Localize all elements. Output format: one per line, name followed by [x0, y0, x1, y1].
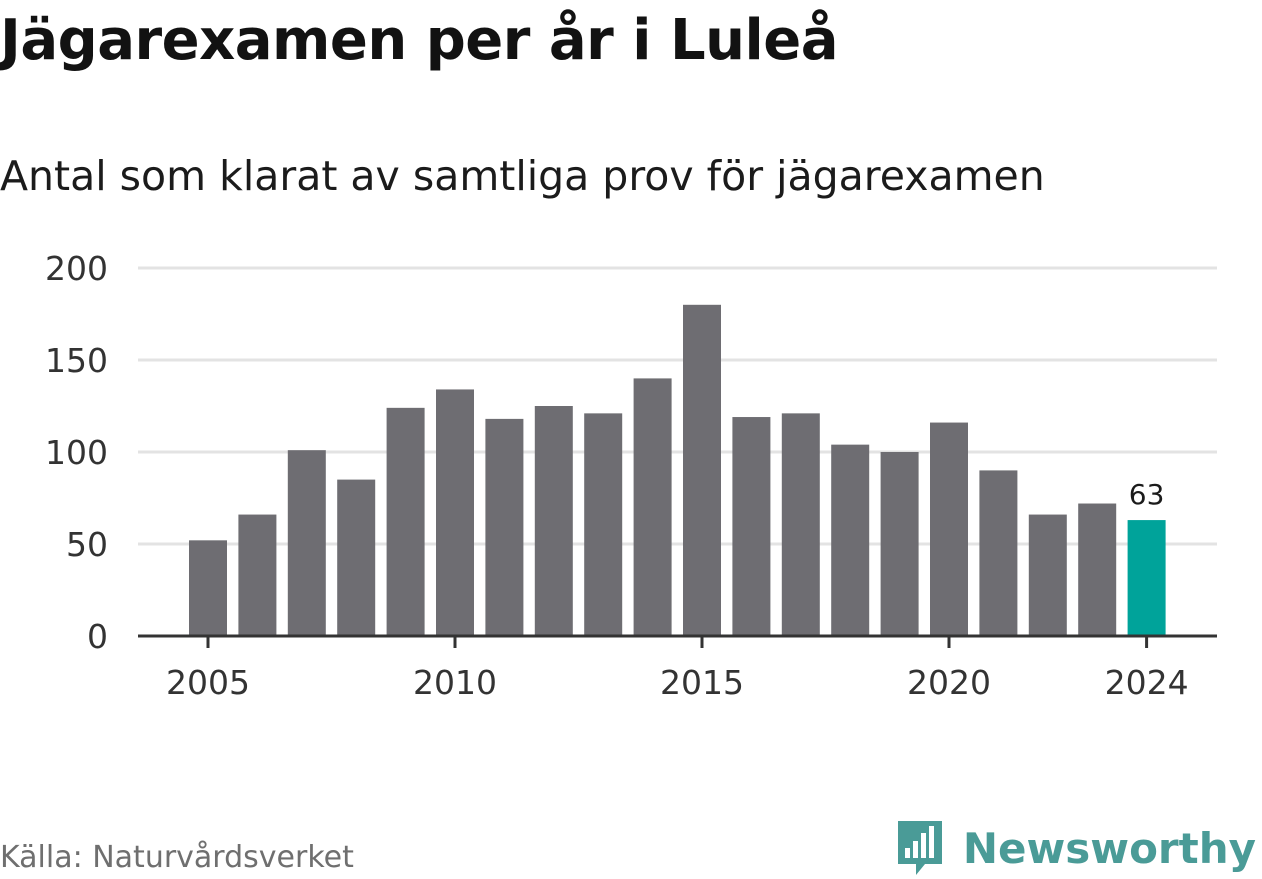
bar [1028, 514, 1067, 636]
data-labels: 63 [1129, 478, 1165, 511]
bar [732, 417, 771, 636]
x-tick-label: 2005 [166, 663, 250, 702]
x-tick-label: 2024 [1105, 663, 1189, 702]
x-tick-label: 2010 [413, 663, 497, 702]
bar-highlight [1127, 520, 1166, 636]
bar [930, 422, 968, 636]
y-tick-label: 0 [87, 617, 108, 656]
brand-name: Newsworthy [962, 823, 1256, 873]
bar [683, 304, 721, 636]
bar [584, 413, 623, 636]
x-tick-label: 2015 [660, 663, 744, 702]
chart-title: Jägarexamen per år i Luleå [0, 8, 839, 73]
bar [386, 407, 425, 636]
y-tick-label: 200 [45, 249, 108, 288]
bar [979, 470, 1018, 636]
bar [831, 444, 870, 636]
data-label: 63 [1129, 478, 1165, 511]
bar [485, 418, 524, 636]
y-tick-label: 50 [66, 525, 108, 564]
y-tick-label: 150 [45, 341, 108, 380]
bar [633, 378, 672, 636]
source-note: Källa: Naturvårdsverket [0, 840, 354, 875]
brand-logo[interactable]: Newsworthy [895, 818, 1256, 878]
x-tick-label: 2020 [907, 663, 991, 702]
bar [534, 406, 573, 636]
y-tick-label: 100 [45, 433, 108, 472]
bar [1078, 503, 1117, 636]
chart-subtitle: Antal som klarat av samtliga prov för jä… [0, 152, 1045, 200]
y-axis-ticks: 0 50 100 150 200 [45, 249, 108, 656]
bar [436, 389, 474, 636]
newsworthy-logo-icon [897, 821, 942, 875]
x-axis-ticks: 2005 2010 2015 2020 2024 [166, 636, 1189, 702]
bar [337, 479, 376, 636]
bar [781, 413, 820, 636]
bar [880, 452, 919, 636]
bar [287, 450, 326, 636]
bar [189, 540, 227, 636]
bar [238, 514, 277, 636]
bars [189, 304, 1166, 636]
